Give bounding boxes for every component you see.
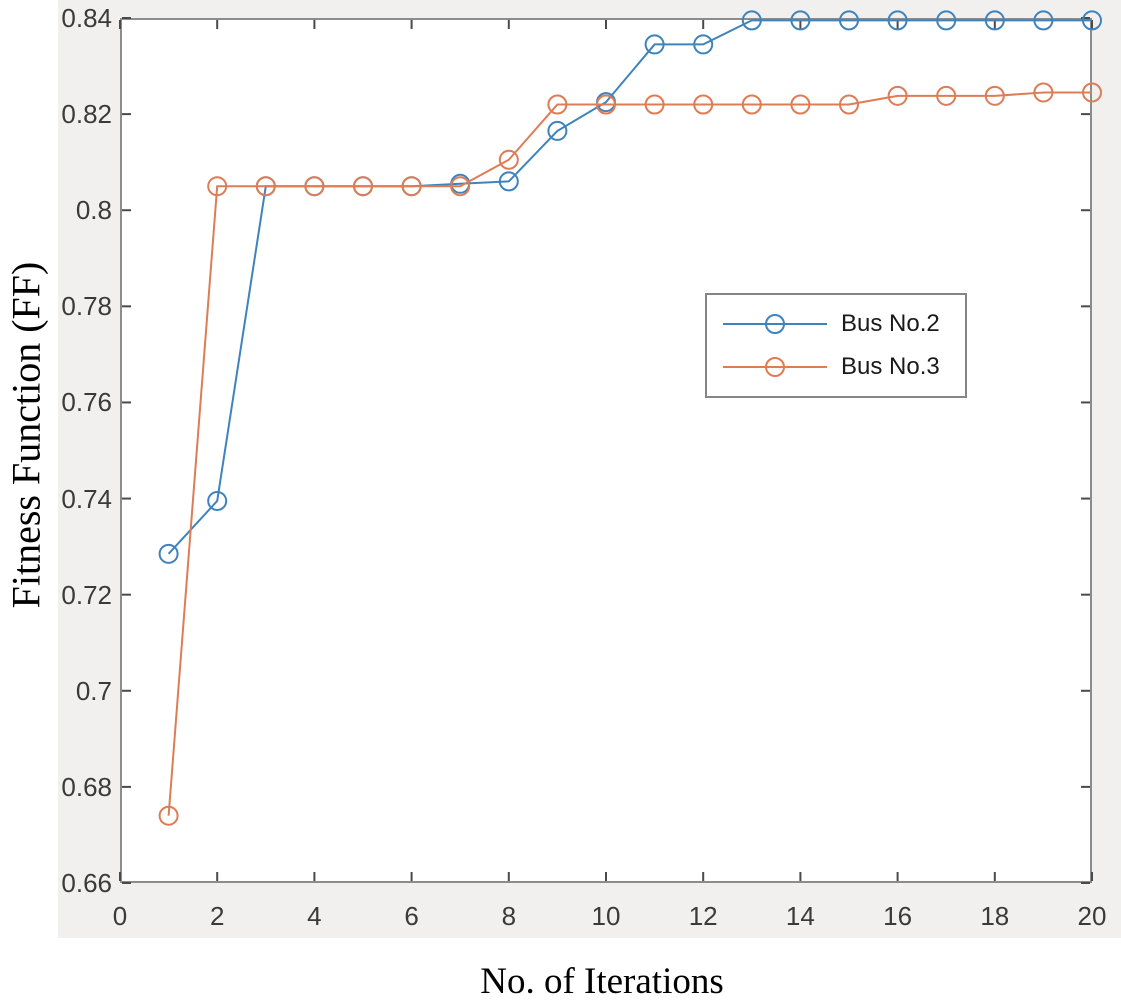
legend-label: Bus No.3 — [841, 353, 940, 380]
y-tick-label: 0.8 — [75, 195, 112, 226]
x-tick-label: 12 — [688, 901, 718, 931]
plot-area — [119, 10, 1102, 884]
x-tick-label: 10 — [591, 901, 621, 931]
y-tick-label: 0.66 — [61, 868, 112, 898]
legend-marker — [765, 357, 785, 377]
series-marker — [158, 805, 179, 826]
series-marker — [1082, 10, 1102, 31]
y-axis-label: Fitness Function (FF) — [3, 261, 49, 609]
series-marker — [790, 94, 811, 115]
series-marker — [158, 543, 179, 564]
y-tick-label: 0.76 — [61, 387, 112, 418]
series-marker — [839, 94, 859, 115]
legend-line-sample — [723, 357, 827, 377]
series-marker — [450, 176, 471, 197]
series-line — [167, 91, 1092, 816]
x-axis-label: No. of Iterations — [480, 961, 724, 1001]
series-marker — [207, 490, 228, 511]
y-tick-label: 0.72 — [61, 579, 112, 610]
series-marker — [741, 10, 762, 31]
x-tick-label: 18 — [980, 901, 1010, 931]
series-marker — [984, 85, 1005, 106]
x-tick-label: 0 — [112, 901, 128, 931]
legend-marker — [765, 314, 785, 334]
series-marker — [255, 176, 276, 197]
y-tick-label: 0.68 — [61, 771, 112, 802]
series-marker — [984, 10, 1005, 31]
y-tick-label: 0.84 — [61, 3, 112, 33]
x-tick-label: 4 — [307, 901, 322, 931]
series-marker — [1082, 82, 1102, 103]
y-tick-label: 0.78 — [61, 291, 112, 322]
series-marker — [741, 94, 762, 115]
legend-row: Bus No.2 — [707, 310, 965, 338]
series-marker — [498, 171, 519, 192]
series-marker — [887, 10, 908, 31]
legend-line-sample — [723, 314, 827, 334]
plot-canvas — [119, 10, 1102, 884]
series-marker — [353, 176, 373, 197]
series-marker — [1033, 82, 1054, 103]
series-marker — [936, 85, 957, 106]
series-marker — [207, 176, 228, 197]
x-tick-label: 6 — [404, 901, 419, 931]
series-marker — [644, 94, 665, 115]
series-marker — [304, 176, 325, 197]
x-tick-label: 16 — [883, 901, 913, 931]
series-marker — [1033, 10, 1054, 31]
legend: Bus No.2 Bus No.3 — [705, 293, 967, 398]
x-tick-label: 20 — [1077, 901, 1107, 931]
x-tick-label: 8 — [501, 901, 517, 931]
legend-row: Bus No.3 — [707, 353, 965, 381]
x-tick-label: 2 — [209, 901, 225, 931]
series-marker — [401, 176, 422, 197]
series-marker — [790, 10, 811, 31]
series-marker — [839, 10, 859, 31]
y-tick-label: 0.7 — [75, 675, 112, 706]
series-marker — [693, 34, 714, 55]
series-marker — [547, 94, 568, 115]
series-marker — [596, 94, 616, 115]
series-marker — [498, 149, 519, 170]
series-marker — [547, 120, 568, 141]
legend-label: Bus No.2 — [841, 310, 940, 337]
series-marker — [644, 34, 665, 55]
x-tick-label: 14 — [785, 901, 815, 931]
series-marker — [936, 10, 957, 31]
plot-border — [120, 18, 1092, 883]
series-marker — [693, 94, 714, 115]
y-tick-label: 0.82 — [61, 99, 112, 130]
y-tick-label: 0.74 — [61, 483, 112, 514]
series-marker — [887, 85, 908, 106]
